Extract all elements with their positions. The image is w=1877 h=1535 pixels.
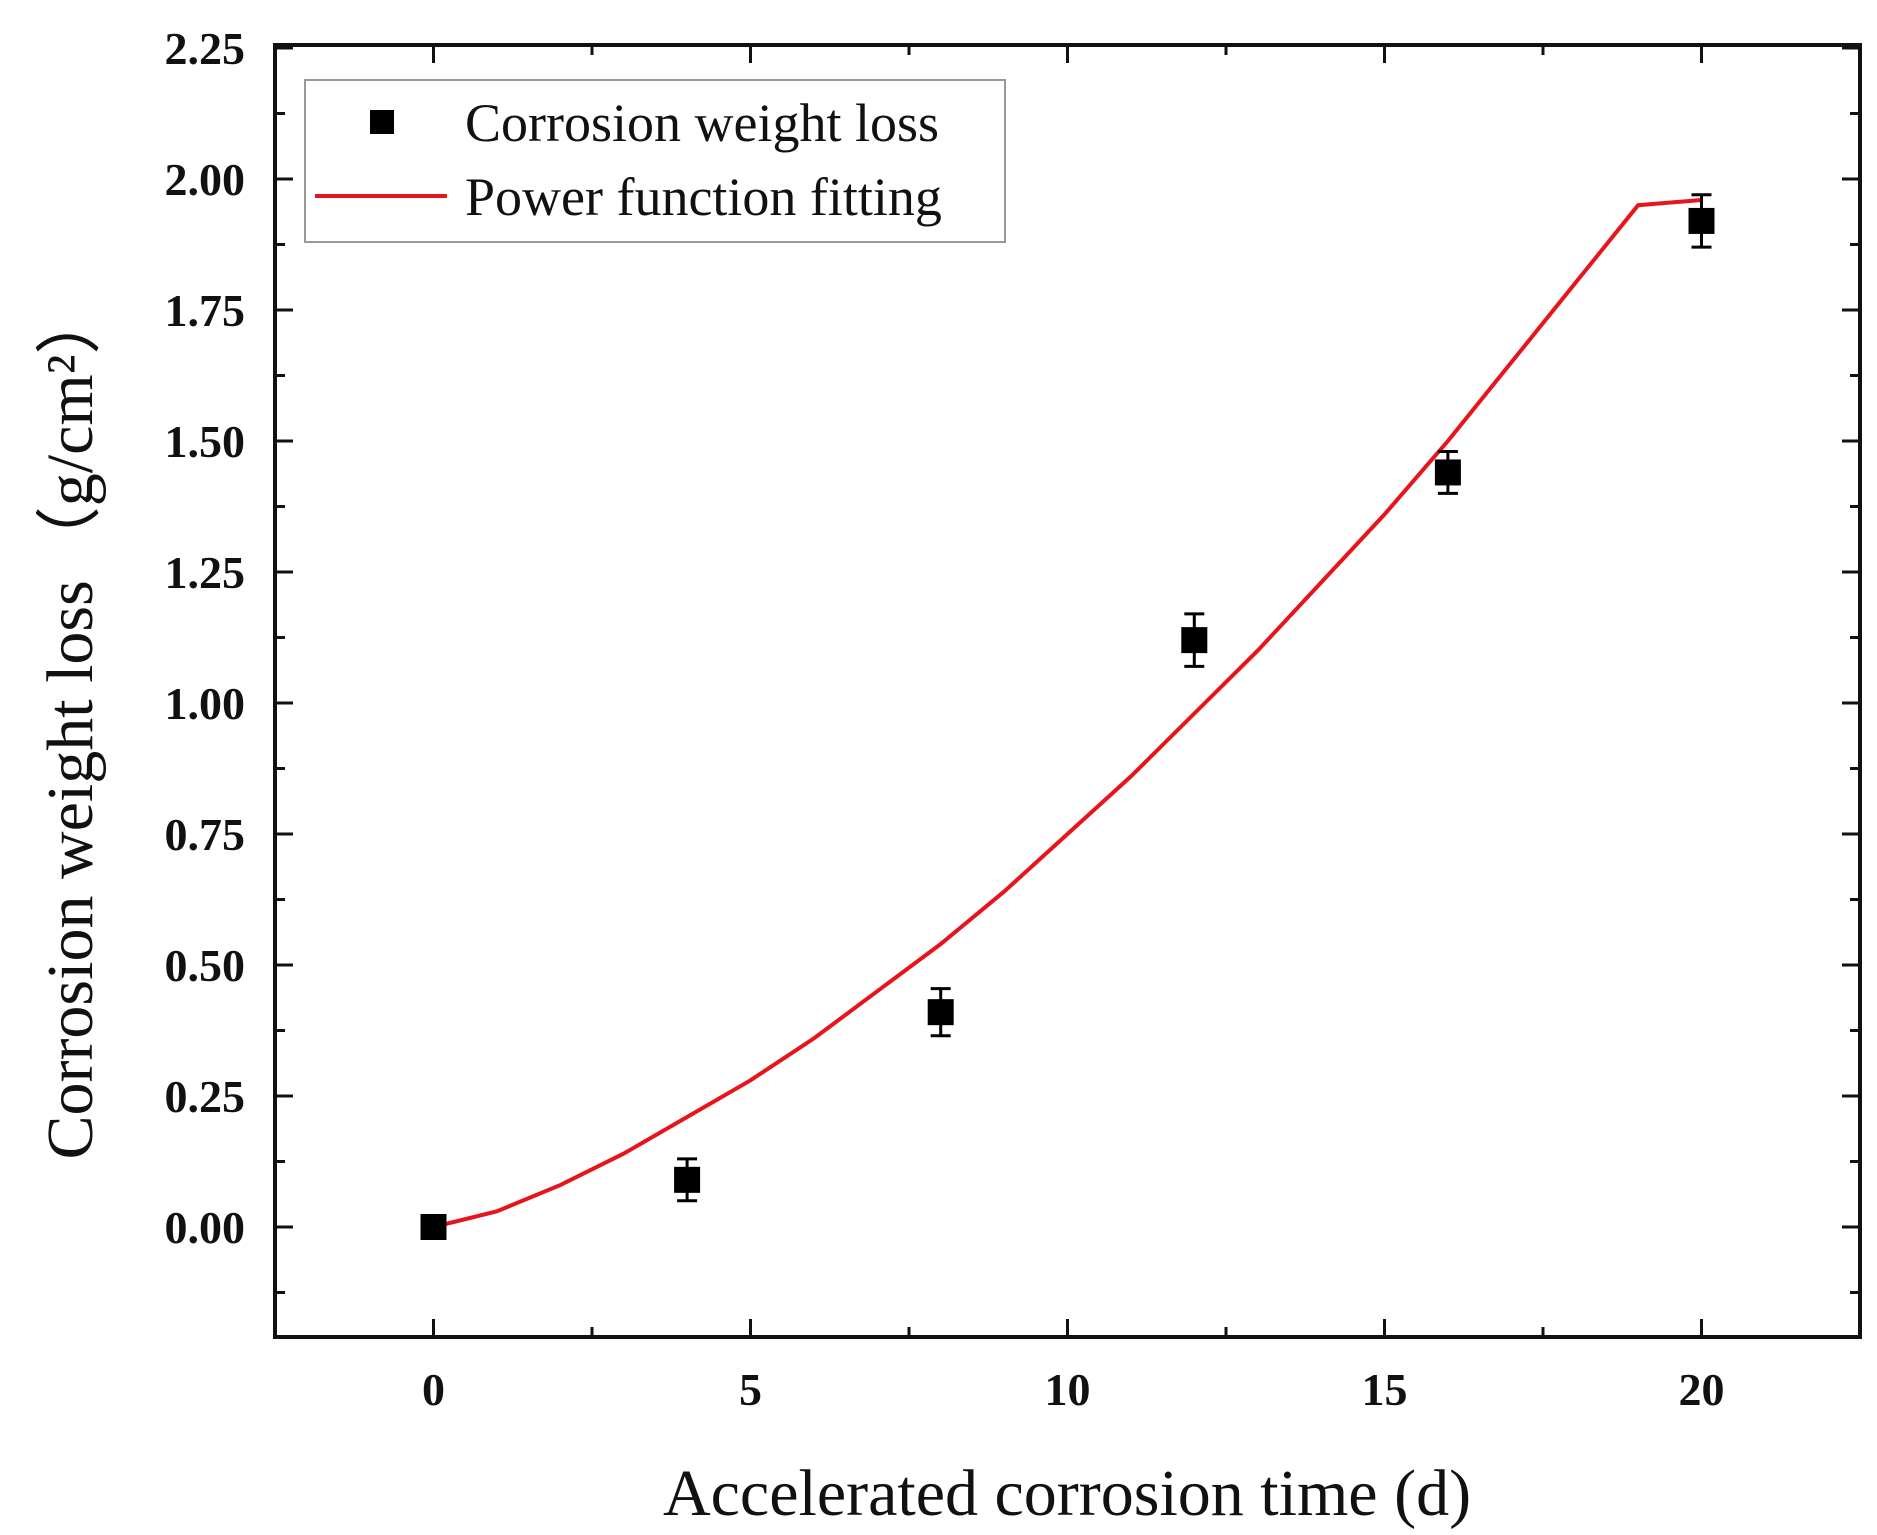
y-tick-label: 2.25 [165,23,246,74]
y-tick-label: 1.25 [165,547,246,598]
y-tick-label: 0.50 [165,940,246,991]
y-axis-title-unit: （g/cm²） [34,288,107,572]
fit-layer [433,198,1702,1229]
point-marker [1434,459,1461,486]
x-axis-ticks: 0 5 10 15 20 [273,45,1862,1415]
x-axis-title: Accelerated corrosion time (d) [663,1457,1471,1530]
x-tick-label: 20 [1679,1364,1725,1415]
point-marker [1181,627,1208,654]
data-point [927,987,954,1038]
legend-marker-points [370,110,394,134]
data-point [1688,193,1715,249]
x-tick-label: 0 [422,1364,445,1415]
y-tick-label: 2.00 [165,154,246,205]
data-point [1181,612,1208,668]
y-tick-label: 0.75 [165,809,246,860]
point-marker [420,1214,447,1240]
data-point [1434,449,1461,495]
legend-box [304,79,1006,243]
y-tick-label: 1.00 [165,678,246,729]
x-tick-label: 15 [1362,1364,1408,1415]
data-point [420,1214,447,1240]
x-tick-label: 5 [739,1364,762,1415]
y-tick-label: 0.25 [165,1071,246,1122]
y-tick-label: 1.50 [165,416,246,467]
y-tick-label: 0.00 [165,1202,246,1253]
legend: Corrosion weight loss Power function fit… [304,79,1006,243]
points-layer [420,193,1715,1240]
fit-line [433,198,1702,1229]
y-axis-ticks: 0.00 0.25 0.50 0.75 1.00 1.25 1.50 1.75 2.00 2.25 [165,23,1860,1294]
point-marker [1688,207,1715,234]
legend-label-fit: Power function fitting [465,167,942,227]
point-marker [927,999,954,1026]
y-tick-label: 1.75 [165,285,246,336]
point-marker [674,1166,701,1193]
x-tick-label: 10 [1045,1364,1091,1415]
y-axis-title-label: Corrosion weight loss [34,580,107,1159]
legend-label-points: Corrosion weight loss [465,93,939,153]
y-axis-title: Corrosion weight loss （g/cm²） [34,288,107,1159]
data-point [674,1157,701,1203]
